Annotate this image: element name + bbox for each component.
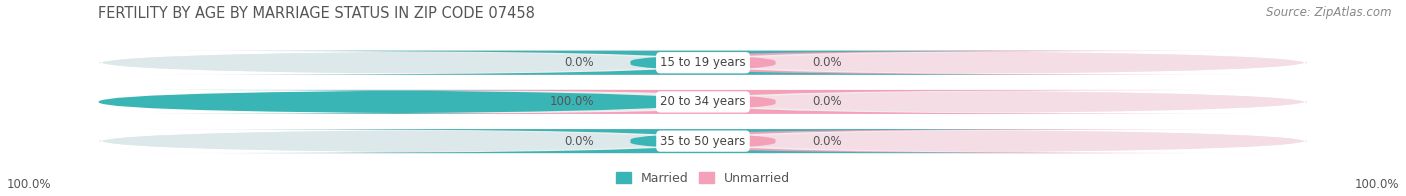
FancyBboxPatch shape: [100, 90, 1306, 114]
FancyBboxPatch shape: [702, 129, 1309, 153]
FancyBboxPatch shape: [98, 51, 704, 75]
Text: 100.0%: 100.0%: [7, 178, 52, 191]
Text: 35 to 50 years: 35 to 50 years: [661, 135, 745, 148]
Text: 20 to 34 years: 20 to 34 years: [661, 95, 745, 108]
FancyBboxPatch shape: [219, 129, 1114, 153]
FancyBboxPatch shape: [98, 90, 704, 114]
Text: 100.0%: 100.0%: [1354, 178, 1399, 191]
FancyBboxPatch shape: [292, 90, 1187, 114]
Text: 0.0%: 0.0%: [565, 135, 595, 148]
Text: 0.0%: 0.0%: [811, 56, 841, 69]
FancyBboxPatch shape: [292, 129, 1187, 153]
Text: 0.0%: 0.0%: [811, 95, 841, 108]
FancyBboxPatch shape: [98, 90, 704, 114]
FancyBboxPatch shape: [219, 51, 1114, 75]
FancyBboxPatch shape: [100, 51, 1306, 75]
FancyBboxPatch shape: [702, 90, 1309, 114]
FancyBboxPatch shape: [100, 129, 1306, 153]
FancyBboxPatch shape: [98, 129, 704, 153]
Text: FERTILITY BY AGE BY MARRIAGE STATUS IN ZIP CODE 07458: FERTILITY BY AGE BY MARRIAGE STATUS IN Z…: [98, 6, 536, 21]
Text: 0.0%: 0.0%: [565, 56, 595, 69]
Text: 15 to 19 years: 15 to 19 years: [661, 56, 745, 69]
FancyBboxPatch shape: [292, 51, 1187, 75]
FancyBboxPatch shape: [702, 51, 1309, 75]
Text: 0.0%: 0.0%: [811, 135, 841, 148]
Legend: Married, Unmarried: Married, Unmarried: [616, 172, 790, 185]
Text: 100.0%: 100.0%: [550, 95, 595, 108]
Text: Source: ZipAtlas.com: Source: ZipAtlas.com: [1267, 6, 1392, 19]
